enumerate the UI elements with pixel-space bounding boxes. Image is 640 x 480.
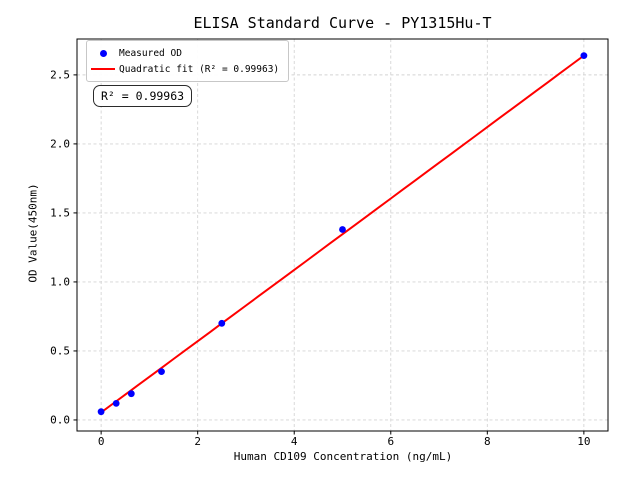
x-tick-label: 4: [291, 435, 298, 448]
chart-title: ELISA Standard Curve - PY1315Hu-T: [193, 14, 492, 32]
x-tick-label: 10: [577, 435, 590, 448]
y-axis-label: OD Value(450nm): [26, 183, 40, 283]
data-point: [580, 52, 588, 59]
legend-label-quadratic-fit: Quadratic fit (R² = 0.99963): [119, 63, 280, 75]
x-tick-label: 2: [194, 435, 201, 448]
x-tick-label: 0: [98, 435, 105, 448]
r-squared-annotation: R² = 0.99963: [93, 85, 193, 107]
legend-item-quadratic-fit: Quadratic fit (R² = 0.99963): [87, 61, 279, 77]
legend-label-measured-od: Measured OD: [119, 47, 182, 59]
x-tick-label: 6: [387, 435, 394, 448]
y-tick-label: 1.0: [50, 275, 70, 288]
measured-od-marker-icon: [99, 49, 107, 57]
legend-item-measured-od: Measured OD: [87, 45, 279, 61]
fit-line-marker-icon: [91, 67, 115, 71]
y-tick-label: 0.5: [50, 344, 70, 357]
data-point: [158, 368, 165, 375]
data-point: [218, 319, 226, 327]
data-point: [97, 408, 105, 416]
quadratic-fit-line: [100, 54, 585, 414]
legend: Measured OD Quadratic fit (R² = 0.99963): [86, 40, 290, 82]
x-tick-label: 8: [484, 435, 491, 448]
data-point: [112, 400, 120, 407]
y-tick-label: 0.0: [50, 413, 70, 426]
y-tick-label: 2.0: [50, 137, 70, 150]
data-point: [339, 226, 346, 233]
y-tick-label: 1.5: [50, 206, 70, 219]
y-tick-label: 2.5: [50, 68, 70, 81]
data-point: [127, 390, 135, 398]
x-axis-label: Human CD109 Concentration (ng/mL): [233, 450, 453, 463]
plot-border: [76, 38, 609, 432]
